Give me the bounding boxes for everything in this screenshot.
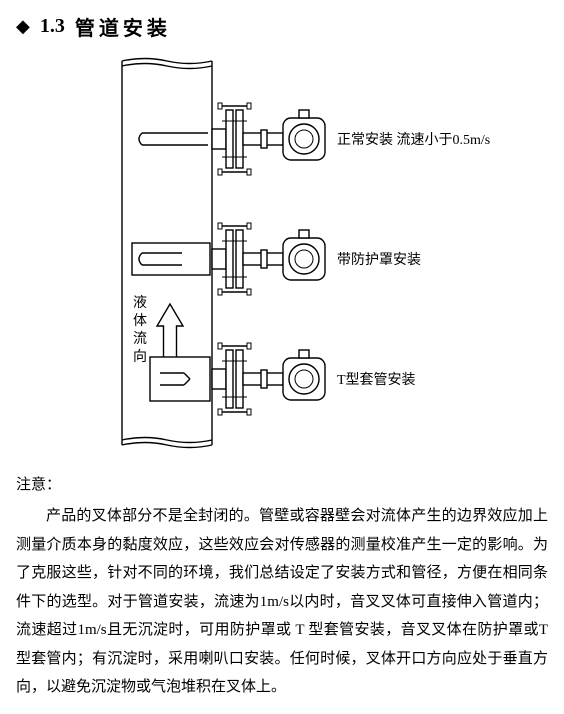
svg-text:体: 体 <box>133 313 147 329</box>
note-label: 注意： <box>16 473 548 494</box>
body-text: 产品的叉体部分不是全封闭的。管壁或容器壁会对流体产生的边界效应加上测量介质本身的… <box>16 502 548 702</box>
svg-text:正常安装 流速小于0.5m/s: 正常安装 流速小于0.5m/s <box>337 132 490 148</box>
section-title: 管道安装 <box>75 12 171 41</box>
svg-text:T型套管安装: T型套管安装 <box>337 372 416 388</box>
svg-text:带防护罩安装: 带防护罩安装 <box>337 252 421 268</box>
svg-text:向: 向 <box>133 349 147 365</box>
svg-text:流: 流 <box>133 331 147 347</box>
installation-diagram: 液体流向 正常安装 流速小于0.5m/s 带防护罩安装 T型套管安装 <box>16 49 548 459</box>
diamond-bullet: ◆ <box>16 16 30 37</box>
section-header: ◆ 1.3 管道安装 <box>16 12 548 41</box>
svg-text:液: 液 <box>133 295 147 311</box>
section-number: 1.3 <box>40 15 65 38</box>
diagram-svg: 液体流向 正常安装 流速小于0.5m/s 带防护罩安装 T型套管安装 <box>62 49 502 459</box>
